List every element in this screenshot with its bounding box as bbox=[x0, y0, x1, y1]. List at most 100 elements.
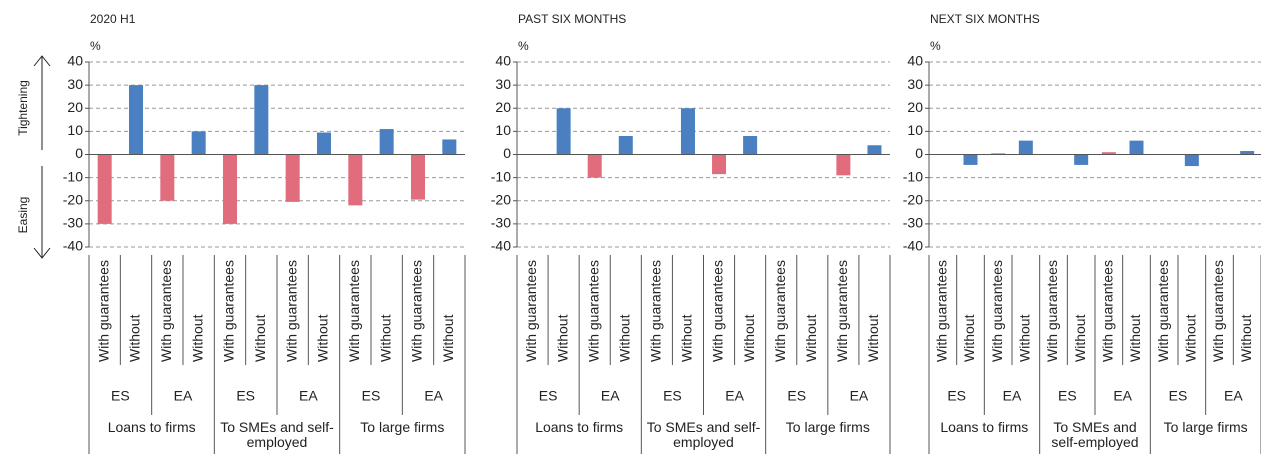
top-group-label: Loans to firms bbox=[107, 420, 196, 435]
x-tick-label: Without bbox=[315, 314, 331, 362]
bar bbox=[348, 154, 363, 206]
y-tick-label: 20 bbox=[495, 99, 511, 115]
y-tick-label: -10 bbox=[903, 168, 923, 184]
y-tick-label: 30 bbox=[67, 76, 83, 92]
annotation: Tightening bbox=[16, 80, 30, 136]
top-group-text: To SMEs and self-employed bbox=[1051, 420, 1139, 450]
arrow bbox=[33, 166, 51, 259]
y-tick-label: -40 bbox=[903, 238, 923, 254]
x-tick-label: Without bbox=[865, 314, 881, 362]
x-tick-label: With guarantees bbox=[158, 260, 174, 362]
group-label: EA bbox=[1113, 388, 1132, 404]
y-tick-label: 40 bbox=[67, 53, 83, 69]
top-group-text: To large firms bbox=[785, 420, 870, 435]
top-group-label: To large firms bbox=[1163, 420, 1248, 435]
y-tick-label: 0 bbox=[75, 145, 83, 161]
bar bbox=[129, 85, 143, 155]
bar bbox=[680, 108, 695, 155]
y-tick-label: -40 bbox=[63, 238, 83, 254]
x-tick-label: With guarantees bbox=[772, 260, 788, 362]
x-tick-label: Without bbox=[1127, 314, 1143, 362]
group-label: ES bbox=[947, 388, 966, 404]
group-label: ES bbox=[539, 388, 558, 404]
y-tick-label: 20 bbox=[67, 99, 83, 115]
y-tick-label: 30 bbox=[495, 76, 511, 92]
x-tick-label: With guarantees bbox=[834, 260, 850, 362]
x-tick-label: Without bbox=[616, 314, 632, 362]
top-group-label: To SMEs and self-employed bbox=[220, 420, 334, 450]
group-label: EA bbox=[299, 388, 318, 404]
group-label: EA bbox=[725, 388, 744, 404]
x-tick-label: With guarantees bbox=[1210, 260, 1226, 362]
bar bbox=[160, 154, 175, 201]
y-tick-label: 40 bbox=[907, 53, 923, 69]
x-tick-label: Without bbox=[127, 314, 143, 362]
x-tick-label: Without bbox=[440, 314, 456, 362]
y-tick-label: -30 bbox=[63, 215, 83, 231]
y-tick-label: 10 bbox=[907, 122, 923, 138]
y-tick-label: 10 bbox=[67, 122, 83, 138]
y-tick-label: -10 bbox=[491, 168, 511, 184]
bar bbox=[379, 129, 394, 155]
group-label: ES bbox=[1169, 388, 1188, 404]
top-group-text: To large firms bbox=[1163, 420, 1248, 435]
bar bbox=[963, 154, 978, 165]
group-label: ES bbox=[663, 388, 682, 404]
y-tick-label: -10 bbox=[63, 168, 83, 184]
bar bbox=[1129, 140, 1144, 155]
group-label: EA bbox=[850, 388, 869, 404]
bar bbox=[587, 154, 602, 178]
bar bbox=[836, 154, 851, 176]
x-tick-label: Without bbox=[1183, 314, 1199, 362]
bar bbox=[1018, 140, 1033, 155]
top-group-label: To large firms bbox=[785, 420, 870, 435]
bar bbox=[1240, 151, 1255, 155]
y-tick-label: -30 bbox=[903, 215, 923, 231]
bar bbox=[191, 131, 206, 155]
top-group-text: Loans to firms bbox=[535, 420, 624, 435]
x-tick-label: Without bbox=[1238, 314, 1254, 362]
group-label: EA bbox=[174, 388, 193, 404]
chart-title: NEXT SIX MONTHS bbox=[930, 12, 1040, 26]
x-tick-label: Without bbox=[741, 314, 757, 362]
top-group-text: Loans to firms bbox=[107, 420, 196, 435]
y-tick-label: 0 bbox=[503, 145, 511, 161]
top-group-label: To large firms bbox=[360, 420, 444, 435]
x-tick-label: Without bbox=[377, 314, 393, 362]
bar bbox=[867, 145, 882, 155]
top-group-text: Loans to firms bbox=[940, 420, 1029, 435]
arrow bbox=[33, 55, 51, 150]
top-group-text: To SMEs and self-employed bbox=[646, 420, 761, 450]
x-tick-label: With guarantees bbox=[95, 260, 111, 362]
x-tick-label: With guarantees bbox=[934, 260, 950, 362]
group-label: ES bbox=[236, 388, 255, 404]
top-group-label: Loans to firms bbox=[940, 420, 1029, 435]
bar bbox=[97, 154, 112, 224]
bar bbox=[411, 154, 425, 200]
top-group-label: To SMEs and self-employed bbox=[1051, 420, 1139, 450]
top-group-label: To SMEs and self-employed bbox=[646, 420, 761, 450]
bar bbox=[743, 136, 758, 155]
x-tick-label: With guarantees bbox=[710, 260, 726, 362]
group-label: ES bbox=[787, 388, 806, 404]
chart-title: 2020 H1 bbox=[90, 12, 136, 26]
y-tick-label: 30 bbox=[907, 76, 923, 92]
chart-title: PAST SIX MONTHS bbox=[518, 12, 626, 26]
y-tick-label: 10 bbox=[495, 122, 511, 138]
bar bbox=[991, 153, 1006, 155]
y-tick-label: -20 bbox=[491, 191, 511, 207]
x-tick-label: Without bbox=[1017, 314, 1033, 362]
x-tick-label: With guarantees bbox=[585, 260, 601, 362]
top-group-text: To SMEs and self-employed bbox=[220, 420, 334, 450]
x-tick-label: Without bbox=[189, 314, 205, 362]
annotation: Easing bbox=[16, 197, 30, 234]
bar bbox=[1074, 154, 1089, 165]
y-tick-label: -30 bbox=[491, 215, 511, 231]
x-tick-label: With guarantees bbox=[989, 260, 1005, 362]
x-tick-label: Without bbox=[961, 314, 977, 362]
y-tick-label: -20 bbox=[63, 191, 83, 207]
x-tick-label: With guarantees bbox=[221, 260, 237, 362]
x-tick-label: With guarantees bbox=[1155, 260, 1171, 362]
bar bbox=[1101, 152, 1116, 155]
